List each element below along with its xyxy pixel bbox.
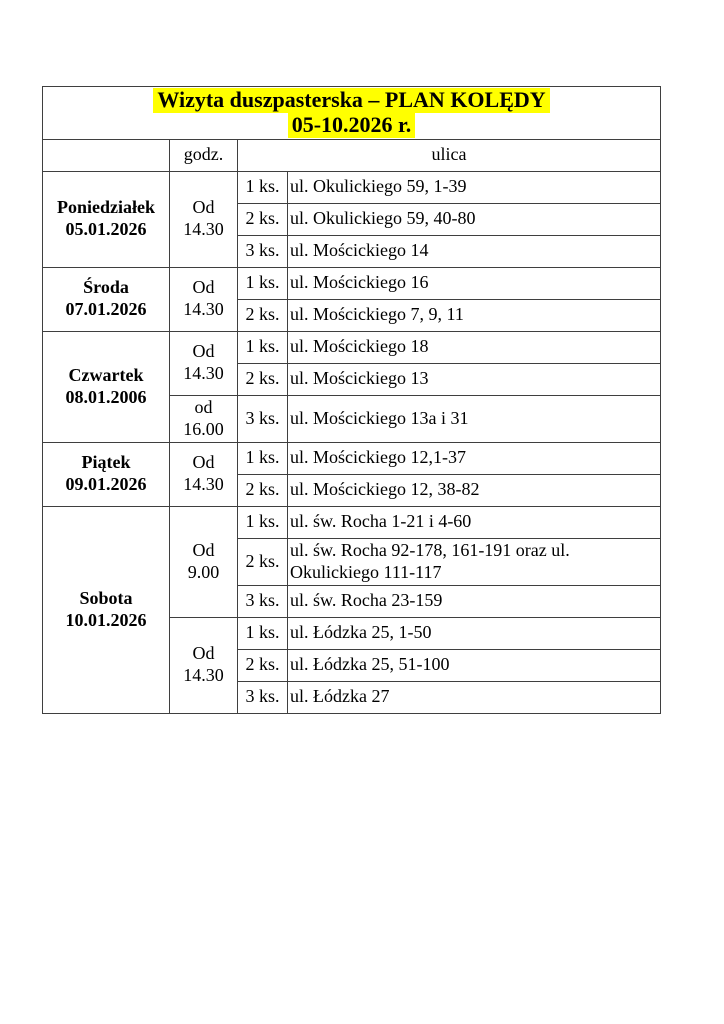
day-name: Piątek <box>81 452 131 473</box>
priest-cell: 3 ks. <box>237 680 288 714</box>
street-cell: ul. św. Rocha 92-178, 161-191 oraz ul. O… <box>286 537 662 586</box>
time-value: 14.30 <box>183 665 224 686</box>
time-cell: Od 14.30 <box>169 441 238 507</box>
day-cell-czwartek: Czwartek 08.01.2006 <box>42 330 170 443</box>
time-value: 9.00 <box>187 561 220 582</box>
day-cell-sroda: Środa 07.01.2026 <box>42 266 170 332</box>
priest-cell: 3 ks. <box>237 394 288 443</box>
time-word: Od <box>192 539 215 560</box>
time-cell: Od 14.30 <box>169 170 238 268</box>
table-title-cell: Wizyta duszpasterska – PLAN KOLĘDY 05-10… <box>41 86 662 140</box>
street-cell: ul. Mościckiego 18 <box>286 330 662 364</box>
street-cell: ul. Łódzka 25, 1-50 <box>286 616 662 650</box>
header-time: godz. <box>169 138 238 172</box>
day-cell-piatek: Piątek 09.01.2026 <box>42 441 170 507</box>
time-cell: Od 14.30 <box>169 330 238 396</box>
priest-cell: 1 ks. <box>237 616 288 650</box>
time-value: 14.30 <box>183 219 224 240</box>
header-empty-cell <box>42 138 170 172</box>
day-cell-sobota: Sobota 10.01.2026 <box>42 505 170 714</box>
time-word: Od <box>192 452 215 473</box>
street-cell: ul. Łódzka 25, 51-100 <box>286 648 662 682</box>
street-cell: ul. Mościckiego 14 <box>286 234 662 268</box>
priest-cell: 3 ks. <box>237 234 288 268</box>
time-value: 14.30 <box>183 299 224 320</box>
time-cell: Od 14.30 <box>169 266 238 332</box>
time-value: 16.00 <box>183 418 224 439</box>
day-date: 09.01.2026 <box>65 474 147 495</box>
priest-cell: 2 ks. <box>237 202 288 236</box>
day-name: Środa <box>83 277 129 298</box>
time-word: Od <box>192 197 215 218</box>
priest-cell: 1 ks. <box>237 441 288 475</box>
priest-cell: 3 ks. <box>237 584 288 618</box>
day-date: 08.01.2006 <box>65 386 147 407</box>
street-cell: ul. Mościckiego 7, 9, 11 <box>286 298 662 332</box>
day-name: Sobota <box>79 587 133 608</box>
street-cell: ul. Łódzka 27 <box>286 680 662 714</box>
priest-cell: 2 ks. <box>237 537 288 586</box>
time-word: Od <box>192 341 215 362</box>
day-name: Czwartek <box>68 364 144 385</box>
time-word: Od <box>192 643 215 664</box>
street-cell: ul. Mościckiego 13a i 31 <box>286 394 662 443</box>
time-cell: Od 14.30 <box>169 616 238 714</box>
time-value: 14.30 <box>183 474 224 495</box>
day-cell-poniedzialek: Poniedziałek 05.01.2026 <box>42 170 170 268</box>
street-cell: ul. Mościckiego 12,1-37 <box>286 441 662 475</box>
time-word: Od <box>192 277 215 298</box>
priest-cell: 2 ks. <box>237 473 288 507</box>
day-name: Poniedziałek <box>57 197 155 218</box>
priest-cell: 1 ks. <box>237 266 288 300</box>
street-cell: ul. Okulickiego 59, 40-80 <box>286 202 662 236</box>
street-cell: ul. Okulickiego 59, 1-39 <box>286 170 662 204</box>
street-cell: ul. Mościckiego 16 <box>286 266 662 300</box>
priest-cell: 2 ks. <box>237 298 288 332</box>
day-date: 10.01.2026 <box>65 609 147 630</box>
title-line-1: Wizyta duszpasterska – PLAN KOLĘDY <box>153 87 550 113</box>
street-cell: ul. Mościckiego 12, 38-82 <box>286 473 662 507</box>
priest-cell: 1 ks. <box>237 505 288 539</box>
day-date: 05.01.2026 <box>65 219 147 240</box>
day-date: 07.01.2026 <box>65 299 147 320</box>
time-cell: Od 9.00 <box>169 505 238 618</box>
schedule-table: Wizyta duszpasterska – PLAN KOLĘDY 05-10… <box>41 86 662 714</box>
time-word: od <box>194 396 213 417</box>
street-cell: ul. św. Rocha 23-159 <box>286 584 662 618</box>
priest-cell: 1 ks. <box>237 330 288 364</box>
street-cell: ul. Mościckiego 13 <box>286 362 662 396</box>
header-street: ulica <box>236 138 662 172</box>
time-cell: od 16.00 <box>169 394 238 443</box>
title-line-2: 05-10.2026 r. <box>287 112 416 138</box>
street-cell: ul. św. Rocha 1-21 i 4-60 <box>286 505 662 539</box>
priest-cell: 1 ks. <box>237 170 288 204</box>
priest-cell: 2 ks. <box>237 648 288 682</box>
priest-cell: 2 ks. <box>237 362 288 396</box>
time-value: 14.30 <box>183 363 224 384</box>
